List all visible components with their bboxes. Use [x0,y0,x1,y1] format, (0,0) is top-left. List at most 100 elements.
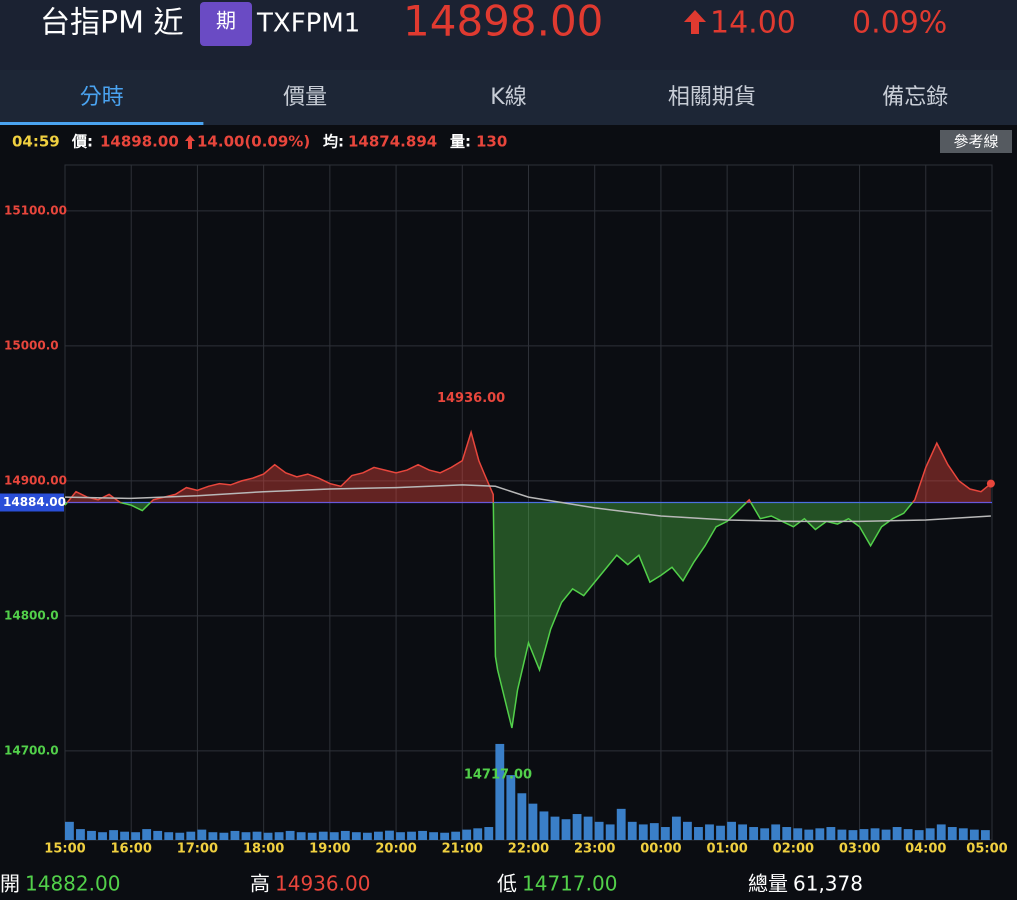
volume-bar [716,825,725,840]
x-tick-label: 20:00 [375,842,416,857]
footer: 開 14882.00 高 14936.00 低 14717.00 總量 61,378 [0,872,863,896]
price-area-down [65,502,991,728]
tab[interactable]: 相關期貨 [668,85,756,110]
volume-bar [131,832,141,840]
footer-label: 開 [0,872,20,896]
chart: 15:00 16:00 17:00 18:00 19:00 20:00 21:00 22:00… [0,164,1008,857]
volume-bar [385,830,394,840]
header-change-percent: 0.09% [852,6,947,41]
volume-bar [506,775,516,840]
volume-bar [561,819,571,840]
volume-bar [219,832,229,840]
tab[interactable]: 備忘錄 [882,85,948,110]
info-time: 04:59 [12,133,60,151]
x-tick-label: 16:00 [111,842,152,857]
volume-bar [793,828,803,840]
tab-bar [0,70,1017,125]
reference-button-text[interactable]: 參考線 [953,133,998,151]
volume-bar [98,832,107,840]
tab[interactable]: 分時 [80,85,124,110]
header-title: 台指PM 近 [40,6,184,41]
volume-bar [318,831,328,840]
volume-bar [252,831,262,840]
header-price: 14898.00 [403,0,603,46]
volume-bar [528,803,538,840]
header-bar [0,0,1017,70]
info-avg: 14874.894 [348,133,437,151]
x-tick-label: 21:00 [442,842,483,857]
volume-bar [407,831,416,840]
info-volume-label: 量: [450,133,471,151]
volume-bar [738,824,748,840]
volume-bar [903,829,913,840]
volume-bar [440,832,450,840]
volume-bar [65,821,74,840]
x-tick-label: 22:00 [508,842,549,857]
price-line-down [64,502,914,729]
x-tick-label: 18:00 [243,842,284,857]
volume-bar [892,827,902,840]
reference-button[interactable] [940,130,1012,153]
footer-value: 14936.00 [275,872,370,896]
tab-underline [0,122,204,125]
reference-label-box [0,493,64,512]
volume-bar [329,832,339,840]
volume-bar [263,832,273,840]
volume-bar [462,829,472,840]
volume-bar [914,830,924,840]
x-tick-label: 00:00 [640,842,681,857]
volume-bar [76,829,85,840]
volume-bar [484,827,494,840]
tab[interactable]: 價量 [283,85,327,110]
volume-bar [109,830,118,840]
x-tick-label: 05:00 [966,842,1007,857]
volume-bar [340,830,350,840]
info-change: 14.00(0.09%) [197,133,310,151]
header-change: 14.00 [710,6,796,41]
badge-text: 期 [216,9,236,33]
y-tick-label: 14900.00 [4,473,67,487]
footer-label: 高 [250,872,270,896]
volume-bar [208,832,218,840]
tab[interactable]: K線 [490,85,526,110]
volume-bar [362,832,372,840]
info-arrow [185,135,195,149]
volume-bar [351,832,361,840]
volume-bar [550,816,560,840]
max-label: 14936.00 [437,391,505,406]
volume-bar [958,828,968,840]
footer-value: 61,378 [793,872,863,896]
volume-bar [517,793,527,840]
y-tick-label: 15100.00 [4,203,67,217]
volume-bar [815,828,825,840]
price-line-up [66,429,992,503]
volume-bar [705,824,714,840]
last-point [986,479,995,488]
volume-bar [782,827,792,840]
volume-bar [627,821,637,840]
volume-bar [197,829,207,840]
volume-bar [296,832,306,840]
x-tick-label: 02:00 [773,842,814,857]
volume-bar [671,816,681,840]
volume-bar [727,821,736,840]
volume-bar [881,829,891,840]
volume-bar [638,824,648,840]
info-avg-label: 均: [323,133,344,151]
info-volume: 130 [476,133,507,151]
volume-bar [274,832,284,840]
price-area-up [65,432,991,503]
y-tick-label: 15000.0 [4,338,59,352]
volume-bar [495,743,505,840]
volume-bar [473,828,483,840]
volume-bar [947,827,957,840]
volume-bar [572,814,582,840]
volume-bar [616,808,626,840]
volume-bar [660,827,670,840]
volume-bar [87,830,96,840]
info-price: 14898.00 [100,133,179,151]
